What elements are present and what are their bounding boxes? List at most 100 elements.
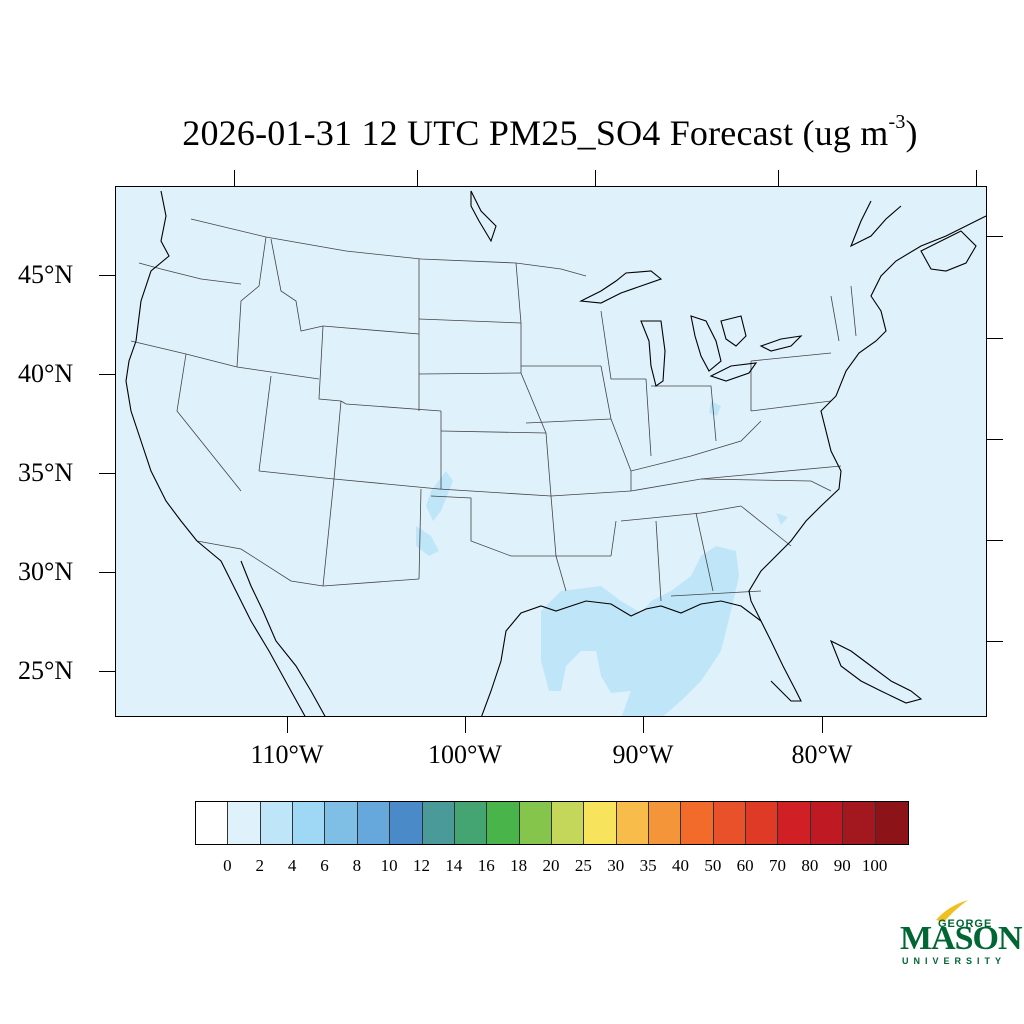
right-tick xyxy=(987,236,1003,237)
title-close: ) xyxy=(905,113,918,153)
lake-winnipeg xyxy=(470,190,497,243)
al-ga-border xyxy=(695,512,714,592)
in-oh-border xyxy=(651,385,717,442)
colorbar-box xyxy=(713,802,747,844)
left-tick xyxy=(99,572,115,573)
colorbar-box xyxy=(649,802,682,844)
colorbar-box xyxy=(681,802,714,844)
wy-co-border xyxy=(340,400,442,412)
lon-label-80w: 80°W xyxy=(791,740,853,769)
colorbar-box xyxy=(325,802,358,844)
colorbar-label: 14 xyxy=(445,856,463,875)
ks-ok-border xyxy=(438,488,552,497)
logo-swoosh-icon xyxy=(936,900,968,922)
concentration-plumes xyxy=(416,401,788,716)
lon-label-100w: 100°W xyxy=(428,740,502,769)
lon-label-110w: 110°W xyxy=(250,740,324,769)
logo-middle-text: MASON xyxy=(900,920,1023,957)
ne-ks-border xyxy=(440,430,547,434)
right-tick xyxy=(987,540,1003,541)
lat-label-45: 45°N xyxy=(18,260,74,289)
colorbar-label: 4 xyxy=(287,856,297,875)
nm-tx-border xyxy=(418,488,422,580)
map-panel xyxy=(115,186,987,717)
colorbar-label: 30 xyxy=(607,856,625,875)
colorbar-box xyxy=(519,802,552,844)
ny-pa-border xyxy=(750,352,832,362)
colorbar-label: 40 xyxy=(671,856,689,875)
colorbar-labels: 0 2 4 6 8 10 12 14 16 18 20 25 30 35 40 50 60 70 80 90 100 xyxy=(0,856,1024,880)
ca-nv-border xyxy=(176,353,242,492)
wy-west-border xyxy=(318,325,342,402)
colorbar-label: 6 xyxy=(320,856,329,875)
lake-superior xyxy=(579,270,663,304)
vt-ny-border xyxy=(830,295,840,342)
colorbar-box xyxy=(875,802,908,844)
nova-scotia xyxy=(920,230,977,272)
colorbar-label: 2 xyxy=(255,856,264,875)
george-mason-logo: GEORGE MASON UNIVERSITY xyxy=(896,900,1023,970)
right-tick xyxy=(987,439,1003,440)
colorbar-box xyxy=(843,802,876,844)
id-ut-border xyxy=(236,366,320,380)
colorbar-label: 0 xyxy=(223,856,232,875)
colorbar-box xyxy=(228,802,261,844)
sc-plume xyxy=(776,513,788,525)
title-superscript: -3 xyxy=(888,111,906,133)
wi-il-border xyxy=(600,310,646,380)
top-tick xyxy=(976,170,977,186)
lat-label-35: 35°N xyxy=(18,458,74,487)
title-text: 2026-01-31 12 UTC PM25_SO4 Forecast (ug … xyxy=(182,113,889,153)
lake-huron xyxy=(720,315,747,347)
tn-south-border xyxy=(620,505,742,522)
colorbar-label: 35 xyxy=(639,856,657,875)
lake-michigan xyxy=(640,320,666,387)
left-tick xyxy=(99,275,115,276)
sea-of-cortez-east xyxy=(240,560,326,716)
bottom-tick xyxy=(643,717,644,733)
colorbar-box xyxy=(422,802,455,844)
atlantic-coast xyxy=(748,215,986,622)
colorbar xyxy=(195,801,909,845)
lake-ontario xyxy=(759,335,803,352)
colorbar-box xyxy=(454,802,488,844)
ut-co-border xyxy=(333,400,342,480)
colorbar-label: 25 xyxy=(574,856,592,875)
lake-erie xyxy=(709,362,758,382)
colorbar-label: 70 xyxy=(769,856,787,875)
left-tick xyxy=(99,671,115,672)
pacific-coast xyxy=(125,190,198,542)
pa-md-border xyxy=(750,400,832,412)
colorbar-box xyxy=(357,802,391,844)
il-in-border xyxy=(645,378,652,457)
colorbar-box xyxy=(616,802,650,844)
top-tick xyxy=(417,170,418,186)
left-tick xyxy=(99,473,115,474)
lat-label-25: 25°N xyxy=(18,656,74,685)
nm-plume xyxy=(426,471,453,521)
ms-al-border xyxy=(655,520,662,602)
az-nm-border xyxy=(322,478,335,587)
nv-ut-border xyxy=(258,375,272,472)
colorbar-label: 60 xyxy=(736,856,754,875)
gulf-plume xyxy=(541,546,739,716)
colorbar-box xyxy=(196,802,229,844)
colorbar-box xyxy=(390,802,423,844)
colorbar-label: 12 xyxy=(413,856,431,875)
nd-sd-border xyxy=(418,318,522,324)
mt-wy-border xyxy=(322,325,420,335)
bottom-tick xyxy=(822,717,823,733)
top-tick xyxy=(595,170,596,186)
colorbar-box xyxy=(778,802,811,844)
baja-coast xyxy=(196,540,306,716)
nh-border xyxy=(850,285,857,337)
bottom-tick xyxy=(465,717,466,733)
colorbar-box xyxy=(487,802,520,844)
colorbar-label: 50 xyxy=(704,856,722,875)
gulf-coast xyxy=(481,600,802,716)
colorbar-box xyxy=(746,802,779,844)
colorbar-label: 20 xyxy=(542,856,560,875)
colorbar-box xyxy=(584,802,617,844)
lower-michigan xyxy=(690,315,722,372)
colorbar-label: 18 xyxy=(510,856,528,875)
